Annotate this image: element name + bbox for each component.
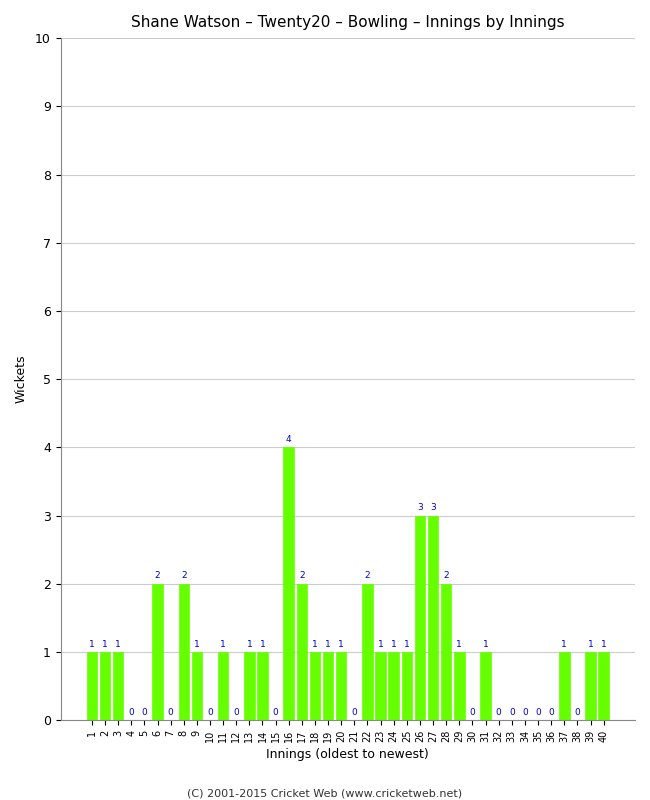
Text: 1: 1 <box>102 640 108 649</box>
Text: 1: 1 <box>312 640 318 649</box>
Text: 1: 1 <box>378 640 384 649</box>
Text: 0: 0 <box>575 708 580 717</box>
Bar <box>389 652 399 720</box>
Bar <box>362 584 372 720</box>
Y-axis label: Wickets: Wickets <box>15 355 28 403</box>
Bar <box>218 652 228 720</box>
Bar <box>113 652 124 720</box>
Text: 1: 1 <box>194 640 200 649</box>
Bar <box>179 584 189 720</box>
Bar <box>99 652 111 720</box>
Text: 1: 1 <box>562 640 567 649</box>
Text: 0: 0 <box>549 708 554 717</box>
Bar <box>415 515 425 720</box>
Text: 4: 4 <box>286 435 292 444</box>
Bar <box>283 447 294 720</box>
Text: 1: 1 <box>325 640 331 649</box>
Bar <box>375 652 386 720</box>
Bar <box>559 652 569 720</box>
Text: 1: 1 <box>483 640 488 649</box>
Bar <box>585 652 596 720</box>
Bar <box>257 652 268 720</box>
Text: 0: 0 <box>496 708 502 717</box>
Bar <box>86 652 97 720</box>
Text: 1: 1 <box>246 640 252 649</box>
Text: 2: 2 <box>299 571 305 580</box>
Text: 0: 0 <box>273 708 278 717</box>
Text: 3: 3 <box>430 503 436 512</box>
Text: 0: 0 <box>522 708 528 717</box>
Bar <box>244 652 255 720</box>
Text: 1: 1 <box>588 640 593 649</box>
Bar <box>428 515 438 720</box>
Bar <box>336 652 346 720</box>
Text: 0: 0 <box>233 708 239 717</box>
Text: 3: 3 <box>417 503 422 512</box>
Text: 0: 0 <box>509 708 515 717</box>
Text: 0: 0 <box>352 708 358 717</box>
Text: 0: 0 <box>469 708 475 717</box>
Text: 1: 1 <box>456 640 462 649</box>
Bar <box>454 652 465 720</box>
Text: 1: 1 <box>601 640 606 649</box>
Text: 0: 0 <box>142 708 148 717</box>
Bar <box>441 584 452 720</box>
Bar <box>323 652 333 720</box>
X-axis label: Innings (oldest to newest): Innings (oldest to newest) <box>266 748 429 761</box>
Bar <box>309 652 320 720</box>
Text: 1: 1 <box>259 640 265 649</box>
Text: 2: 2 <box>181 571 187 580</box>
Text: 1: 1 <box>391 640 396 649</box>
Text: 1: 1 <box>115 640 121 649</box>
Text: 0: 0 <box>129 708 134 717</box>
Bar <box>599 652 609 720</box>
Bar <box>152 584 162 720</box>
Text: 2: 2 <box>155 571 161 580</box>
Text: 1: 1 <box>89 640 95 649</box>
Text: 0: 0 <box>535 708 541 717</box>
Text: 2: 2 <box>443 571 449 580</box>
Title: Shane Watson – Twenty20 – Bowling – Innings by Innings: Shane Watson – Twenty20 – Bowling – Inni… <box>131 15 565 30</box>
Bar <box>480 652 491 720</box>
Text: 1: 1 <box>339 640 344 649</box>
Text: 1: 1 <box>220 640 226 649</box>
Text: (C) 2001-2015 Cricket Web (www.cricketweb.net): (C) 2001-2015 Cricket Web (www.cricketwe… <box>187 788 463 798</box>
Text: 0: 0 <box>168 708 174 717</box>
Text: 1: 1 <box>404 640 410 649</box>
Bar <box>296 584 307 720</box>
Bar <box>402 652 412 720</box>
Text: 2: 2 <box>365 571 370 580</box>
Bar <box>192 652 202 720</box>
Text: 0: 0 <box>207 708 213 717</box>
